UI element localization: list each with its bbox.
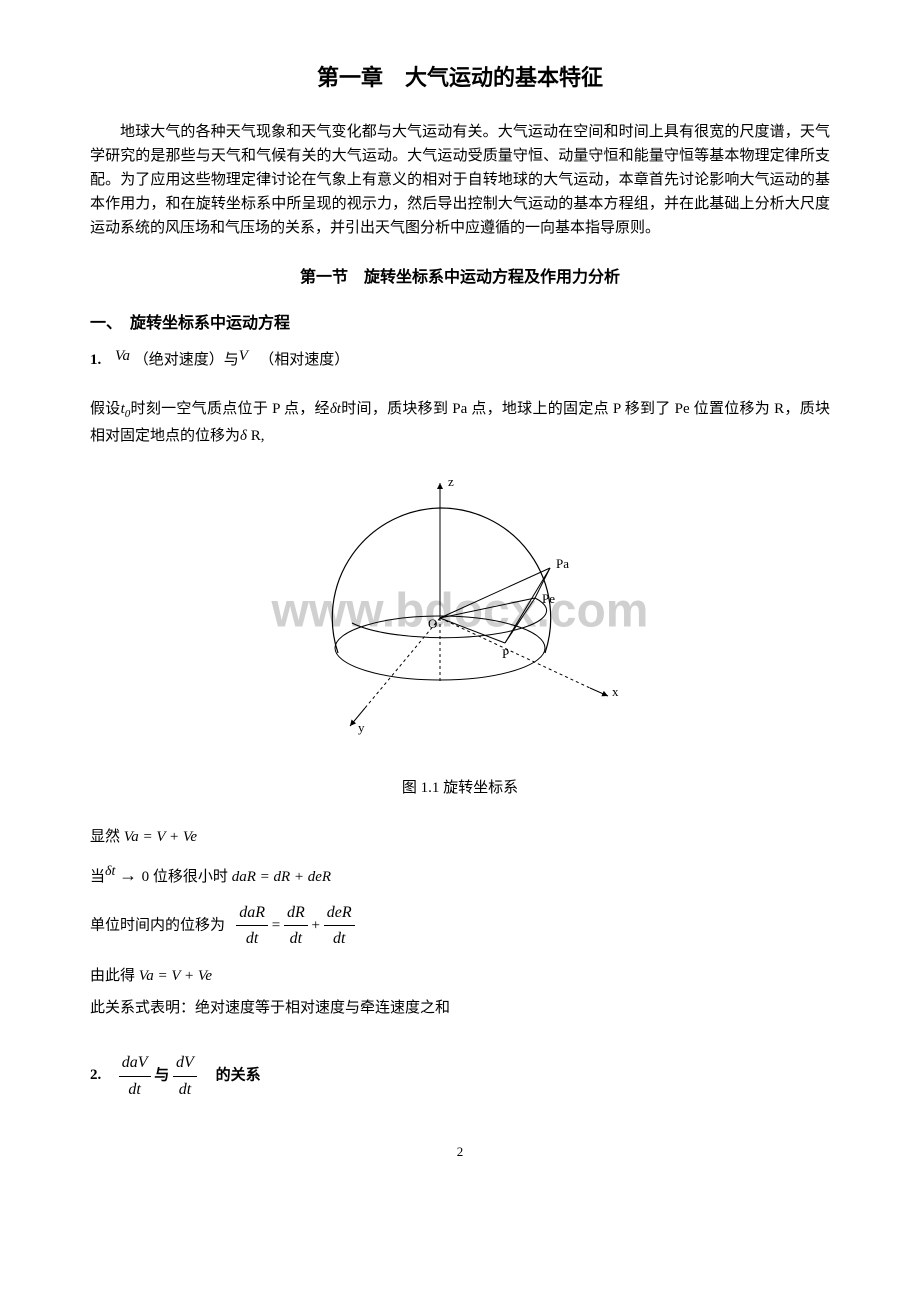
label-x: x xyxy=(612,684,619,699)
line-2-b: 0 位移很小时 xyxy=(142,869,228,885)
label-z: z xyxy=(448,474,454,489)
para-1-b: 时刻一空气质点位于 P 点，经 xyxy=(130,401,330,417)
figure-caption: 图 1.1 旋转坐标系 xyxy=(90,776,830,800)
label-O: O xyxy=(428,616,437,631)
item-1-v: V xyxy=(239,348,248,364)
item-2-mid: 与 xyxy=(154,1067,173,1083)
frac-2: dRdt xyxy=(284,900,308,952)
label-P: P xyxy=(502,646,509,661)
item-1-text-a: （绝对速度）与 xyxy=(134,352,239,368)
line-4-eq: Va = V + Ve xyxy=(139,968,212,984)
line-2-arrow: → xyxy=(119,865,142,885)
coordinate-diagram: z x y O P Pa Pe xyxy=(290,468,630,748)
figure-1-1: www.bdocx.com z xyxy=(90,468,830,756)
line-3-label: 单位时间内的位移为 xyxy=(90,917,225,933)
label-Pe: Pe xyxy=(542,591,555,606)
page-number: 2 xyxy=(90,1142,830,1163)
line-1-label: 显然 xyxy=(90,829,120,845)
line-4-label: 由此得 xyxy=(90,968,135,984)
item-1: 1. Va （绝对速度）与V （相对速度） xyxy=(90,348,830,372)
item-1-va: Va xyxy=(115,348,130,364)
label-Pa: Pa xyxy=(556,556,569,571)
line-unit-time: 单位时间内的位移为 daRdt = dRdt + deRdt xyxy=(90,900,830,952)
line-2-eq: daR = dR + deR xyxy=(232,869,331,885)
frac-3: deRdt xyxy=(324,900,355,952)
frac-1: daRdt xyxy=(236,900,268,952)
intro-paragraph: 地球大气的各种天气现象和天气变化都与大气运动有关。大气运动在空间和时间上具有很宽… xyxy=(90,120,830,240)
line-when: 当δt → 0 位移很小时 daR = dR + deR xyxy=(90,861,830,890)
item-1-text-b: （相对速度） xyxy=(252,352,350,368)
line-therefore: 由此得 Va = V + Ve xyxy=(90,964,830,988)
para-1-dt: δt xyxy=(330,401,341,417)
chapter-title: 第一章 大气运动的基本特征 xyxy=(90,60,830,95)
line-2-label: 当 xyxy=(90,869,105,885)
item-2-number: 2. xyxy=(90,1067,101,1083)
section-title: 第一节 旋转坐标系中运动方程及作用力分析 xyxy=(90,265,830,291)
assumption-para: 假设t0时刻一空气质点位于 P 点，经δt时间，质块移到 Pa 点，地球上的固定… xyxy=(90,397,830,448)
line-obviously: 显然 Va = V + Ve xyxy=(90,825,830,849)
para-1-d: R, xyxy=(251,428,265,444)
para-1-dr: δ xyxy=(240,428,247,444)
frac-eq: = xyxy=(272,917,284,933)
item-2: 2. daVdt 与 dVdt 的关系 xyxy=(90,1050,830,1102)
para-1-a: 假设 xyxy=(90,401,121,417)
label-y: y xyxy=(358,720,365,735)
item-2-end: 的关系 xyxy=(201,1067,261,1083)
line-2-dt: δt xyxy=(105,864,115,879)
line-1-eq: Va = V + Ve xyxy=(124,829,197,845)
frac-dv: dVdt xyxy=(173,1050,197,1102)
frac-plus: + xyxy=(312,917,324,933)
subsection-1: 一、 旋转坐标系中运动方程 xyxy=(90,311,830,337)
frac-dav: daVdt xyxy=(119,1050,151,1102)
line-conclusion: 此关系式表明：绝对速度等于相对速度与牵连速度之和 xyxy=(90,996,830,1020)
item-1-number: 1. xyxy=(90,352,101,368)
